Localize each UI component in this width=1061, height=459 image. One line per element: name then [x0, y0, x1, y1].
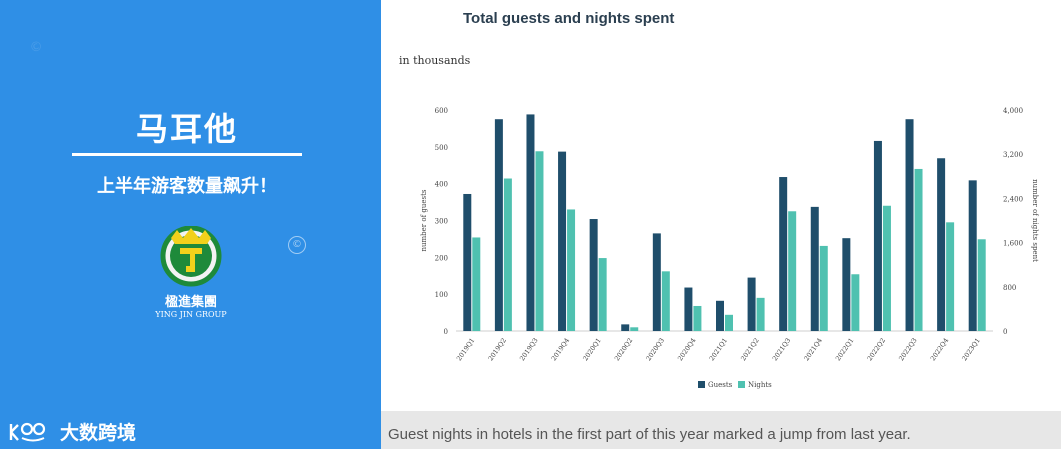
- x-tick-label: 2022Q2: [866, 337, 887, 363]
- y-tick-label: 100: [435, 291, 448, 299]
- y2-tick-label: 4,000: [1003, 107, 1023, 115]
- bar-nights: [598, 258, 607, 331]
- bar-nights: [914, 168, 923, 331]
- y2-tick-label: 1,600: [1003, 240, 1023, 248]
- y-tick-label: 0: [444, 328, 448, 336]
- x-tick-label: 2020Q3: [644, 337, 665, 363]
- watermark: ©: [27, 38, 46, 57]
- x-tick-label: 2019Q2: [487, 337, 508, 363]
- y-tick-label: 200: [435, 254, 448, 262]
- bar-nights: [630, 327, 639, 331]
- bar-nights: [946, 222, 955, 331]
- y-tick-label: 600: [435, 107, 448, 115]
- caption: Guest nights in hotels in the first part…: [381, 411, 1061, 449]
- bar-guests: [810, 206, 819, 331]
- headline-title: 马耳他: [135, 110, 238, 148]
- bar-nights: [693, 305, 702, 331]
- x-tick-label: 2021Q3: [771, 337, 792, 363]
- bar-guests: [558, 151, 567, 331]
- bar-nights: [472, 237, 481, 331]
- bar-nights: [882, 205, 891, 331]
- bar-guests: [937, 158, 946, 331]
- y-tick-label: 500: [435, 144, 448, 152]
- headline-subtitle: 上半年游客数量飙升！: [97, 176, 277, 197]
- bar-guests: [621, 324, 630, 331]
- y2-tick-label: 2,400: [1003, 195, 1023, 203]
- x-tick-label: 2022Q1: [834, 337, 855, 363]
- bar-guests: [716, 300, 724, 331]
- copyright-icon: ©: [288, 236, 306, 254]
- bar-nights: [503, 178, 512, 331]
- y2-axis-label: number of nights spent: [1031, 179, 1039, 262]
- logo-text-chinese: 楹進集團: [164, 295, 217, 310]
- x-tick-label: 2019Q1: [455, 337, 476, 363]
- y-tick-label: 300: [435, 218, 448, 226]
- company-logo-icon: [160, 226, 222, 287]
- x-tick-label: 2021Q1: [708, 337, 729, 363]
- x-tick-label: 2023Q1: [960, 337, 981, 363]
- bar-guests: [747, 277, 756, 331]
- bar-guests: [652, 233, 661, 331]
- x-tick-label: 2019Q4: [550, 337, 571, 363]
- x-tick-label: 2020Q2: [613, 337, 634, 363]
- bar-nights: [535, 151, 544, 331]
- legend-label-nights: Nights: [748, 381, 772, 389]
- legend-swatch-nights: [738, 381, 745, 388]
- bar-guests: [589, 219, 598, 331]
- x-tick-label: 2021Q4: [802, 337, 823, 363]
- bar-guests: [779, 177, 788, 331]
- brand-logo-icon: [9, 422, 46, 441]
- bar-guests: [873, 140, 882, 331]
- brand-watermark: 大数跨境: [8, 418, 136, 445]
- x-tick-label: 2022Q3: [897, 337, 918, 363]
- bar-guests: [526, 114, 535, 331]
- x-tick-label: 2019Q3: [518, 337, 539, 363]
- x-tick-label: 2021Q2: [739, 337, 760, 363]
- x-tick-label: 2020Q1: [581, 337, 602, 363]
- bar-nights: [756, 297, 765, 331]
- legend-label-guests: Guests: [708, 381, 733, 389]
- x-tick-label: 2022Q4: [929, 337, 950, 363]
- bar-nights: [977, 239, 986, 331]
- legend-swatch-guests: [698, 381, 705, 388]
- bar-guests: [494, 119, 503, 331]
- y2-tick-label: 0: [1003, 328, 1007, 336]
- bar-guests: [463, 193, 472, 331]
- bar-guests: [968, 180, 977, 331]
- y2-tick-label: 800: [1003, 284, 1016, 292]
- chart-subtitle: in thousands: [399, 54, 471, 67]
- y-axis-label: number of guests: [420, 189, 428, 251]
- left-panel: © 马耳他 上半年游客数量飙升！ 楹進集團 YING JIN GROUP © 大…: [0, 0, 381, 449]
- x-tick-label: 2020Q4: [676, 337, 697, 363]
- bar-nights: [851, 274, 860, 331]
- title-divider: [72, 153, 302, 156]
- y-tick-label: 400: [435, 181, 448, 189]
- brand-name: 大数跨境: [60, 422, 137, 444]
- bar-guests: [905, 119, 914, 331]
- bar-guests: [684, 287, 693, 331]
- logo-text-english: YING JIN GROUP: [155, 310, 227, 319]
- bar-guests: [842, 238, 851, 331]
- chart-title: Total guests and nights spent: [463, 10, 674, 27]
- bar-nights: [567, 209, 576, 331]
- y2-tick-label: 3,200: [1003, 151, 1023, 159]
- bar-nights: [819, 245, 828, 331]
- bar-nights: [788, 211, 797, 331]
- bar-nights: [661, 271, 670, 331]
- bar-nights: [725, 314, 733, 331]
- chart-svg: Total guests and nights spent in thousand…: [399, 10, 1039, 389]
